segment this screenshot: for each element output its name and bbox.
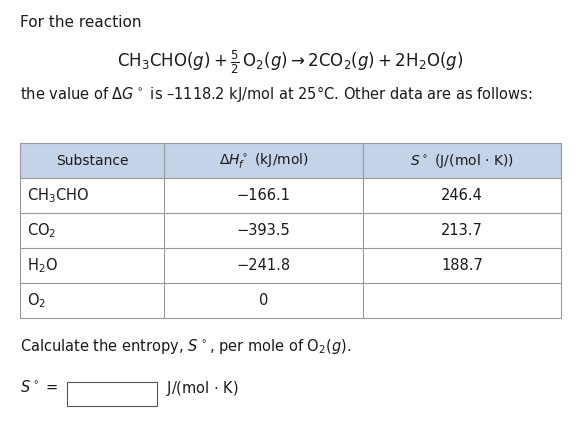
Text: $\mathrm{O_2}$: $\mathrm{O_2}$ bbox=[27, 291, 46, 310]
Text: $S^\circ$ (J/(mol $\cdot$ K)): $S^\circ$ (J/(mol $\cdot$ K)) bbox=[410, 152, 514, 170]
Text: −166.1: −166.1 bbox=[236, 188, 290, 203]
Text: $\mathrm{H_2O}$: $\mathrm{H_2O}$ bbox=[27, 256, 58, 275]
Text: −241.8: −241.8 bbox=[236, 258, 290, 273]
Text: $\mathrm{CO_2}$: $\mathrm{CO_2}$ bbox=[27, 221, 56, 240]
Text: For the reaction: For the reaction bbox=[20, 15, 142, 30]
Text: $S^\circ$ =: $S^\circ$ = bbox=[20, 379, 59, 395]
Text: −393.5: −393.5 bbox=[236, 223, 290, 238]
Text: J/(mol $\cdot$ K): J/(mol $\cdot$ K) bbox=[166, 379, 238, 398]
Text: $\mathrm{CH_3CHO}(g) + \frac{5}{2}\,\mathrm{O_2}(g) \rightarrow 2\mathrm{CO_2}(g: $\mathrm{CH_3CHO}(g) + \frac{5}{2}\,\mat… bbox=[117, 48, 464, 76]
Text: 213.7: 213.7 bbox=[441, 223, 483, 238]
Text: Calculate the entropy, $S^\circ$, per mole of $\mathrm{O_2}(g)$.: Calculate the entropy, $S^\circ$, per mo… bbox=[20, 337, 352, 356]
Text: 188.7: 188.7 bbox=[441, 258, 483, 273]
Text: the value of $\Delta G^\circ$ is –1118.2 kJ/mol at 25°C. Other data are as follo: the value of $\Delta G^\circ$ is –1118.2… bbox=[20, 84, 533, 104]
Text: Substance: Substance bbox=[56, 154, 128, 168]
Text: 246.4: 246.4 bbox=[441, 188, 483, 203]
Text: 0: 0 bbox=[259, 293, 268, 308]
Text: $\mathrm{CH_3CHO}$: $\mathrm{CH_3CHO}$ bbox=[27, 186, 89, 205]
Text: $\Delta H^\circ_f$ (kJ/mol): $\Delta H^\circ_f$ (kJ/mol) bbox=[218, 151, 309, 170]
